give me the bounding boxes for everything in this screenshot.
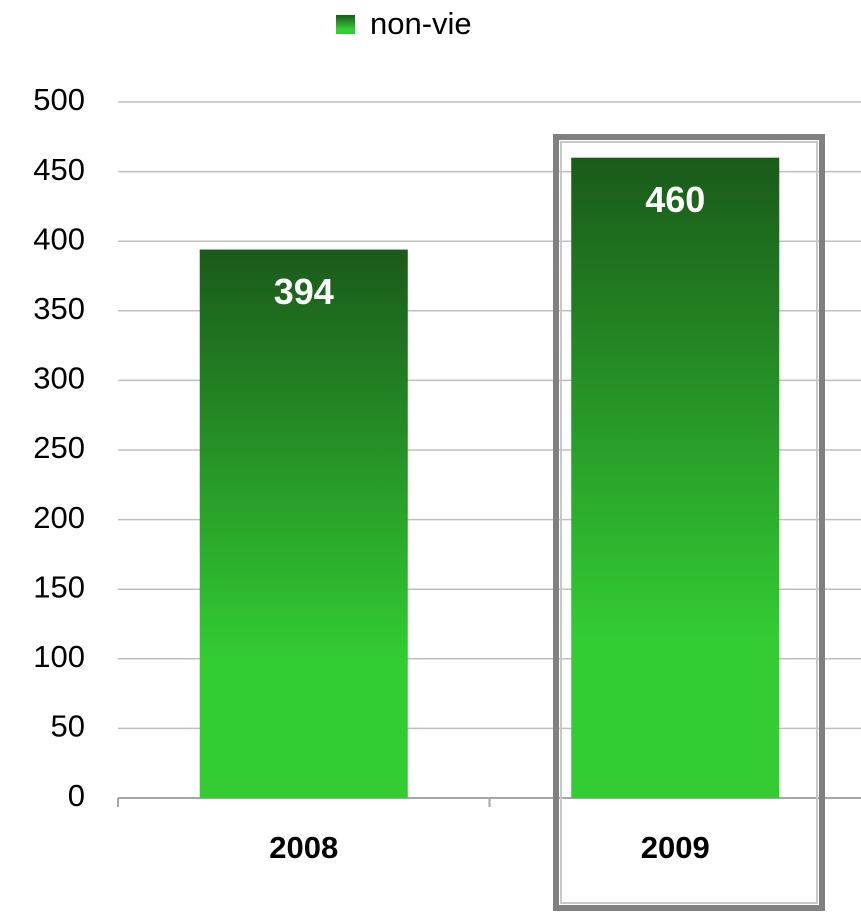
- highlight-frame: [553, 134, 825, 911]
- highlight-frame-inner: [560, 141, 818, 904]
- y-tick-label: 400: [33, 221, 85, 256]
- bar: [571, 157, 780, 798]
- y-tick-label: 0: [68, 778, 85, 813]
- y-tick-label: 200: [33, 500, 85, 535]
- y-tick-label: 150: [33, 569, 85, 604]
- y-tick-label: 300: [33, 361, 85, 396]
- y-tick-label: 450: [33, 152, 85, 187]
- y-tick-label: 500: [33, 82, 85, 117]
- y-tick-label: 250: [33, 430, 85, 465]
- legend-swatch: [336, 15, 355, 34]
- legend-label: non-vie: [370, 6, 472, 41]
- data-label: 394: [274, 271, 334, 312]
- y-tick-label: 100: [33, 639, 85, 674]
- x-tick-label: 2008: [269, 830, 338, 865]
- y-tick-label: 50: [51, 709, 85, 744]
- x-tick-label: 2009: [641, 830, 710, 865]
- data-label: 460: [645, 179, 705, 220]
- bar: [199, 249, 408, 798]
- y-tick-label: 350: [33, 291, 85, 326]
